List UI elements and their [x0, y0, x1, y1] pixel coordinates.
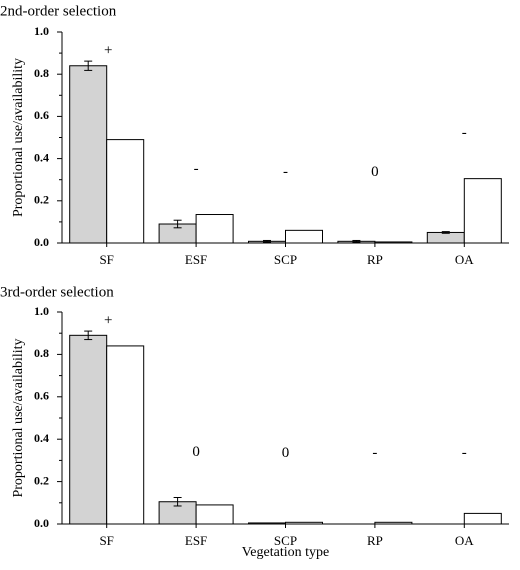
panel2-xtick-label: OA [455, 533, 474, 548]
panel1-ytick-label: 0.4 [34, 150, 49, 164]
panel1-significance-esf: - [194, 161, 199, 177]
panel2-significance-scp: 0 [282, 445, 290, 461]
panel2-ytick-label: 0.6 [34, 389, 49, 403]
panel2-significance-sf: + [104, 313, 112, 329]
panel2-xtick-label: SCP [274, 533, 297, 548]
panel1-xtick-label: OA [455, 252, 474, 267]
panel2-significance-esf: 0 [192, 444, 200, 460]
panel1-bar-availability-sf [106, 139, 145, 244]
panel2-ytick-label: 0.2 [34, 473, 49, 487]
panel1-significance-rp: 0 [371, 164, 379, 180]
panel1-bar-availability-scp [285, 229, 323, 244]
panel2-bar-availability-scp [285, 521, 323, 525]
panel2-ytick-label: 0.4 [34, 431, 49, 445]
panel1-xtick-label: RP [367, 252, 383, 267]
panel1-ytick-label: 0.6 [34, 108, 49, 122]
panel2-ytick-label: 0.8 [34, 346, 49, 360]
panel1-ytick-label: 0.2 [34, 193, 49, 207]
panel1-bar-use-oa [426, 231, 465, 244]
panel2-significance-oa: - [462, 445, 467, 461]
panel1-bar-use-sf [69, 65, 108, 244]
panel1-xtick-label: ESF [185, 252, 207, 267]
panel2-xtick-label: RP [367, 533, 383, 548]
panel2-bar-use-scp [248, 522, 286, 525]
panel2-bar-availability-sf [106, 345, 145, 525]
panel1-significance-oa: - [462, 125, 467, 141]
panel1-ytick-label: 1.0 [34, 24, 49, 38]
panel1-title: 2nd-order selection [0, 3, 117, 19]
panel1-significance-scp: - [283, 164, 288, 180]
panel1-ytick-label: 0.0 [34, 235, 49, 249]
panel1-xtick-label: SCP [274, 252, 297, 267]
panel2-ylabel: Proportional use/availability [11, 338, 26, 497]
panel1-bar-availability-rp [374, 241, 413, 244]
panel2-ytick-label: 0.0 [34, 516, 49, 530]
panel2-ytick-label: 1.0 [34, 304, 49, 318]
panel1-bar-availability-esf [195, 214, 234, 244]
panel2-significance-rp: - [372, 445, 377, 461]
panel1-xtick-label: SF [99, 252, 113, 267]
panel2-bar-availability-esf [195, 504, 234, 525]
panel2-xtick-label: SF [99, 533, 113, 548]
panel1-bar-availability-oa [463, 178, 502, 244]
panel1-ytick-label: 0.8 [34, 66, 49, 80]
panel2-bar-availability-oa [463, 512, 502, 525]
panel2-bar-availability-rp [374, 521, 413, 525]
panel2-bar-use-sf [69, 334, 108, 525]
panel1-significance-sf: + [104, 43, 112, 59]
panel1-ylabel: Proportional use/availability [11, 58, 26, 217]
panel2-xtick-label: ESF [185, 533, 207, 548]
x-axis-label: Vegetation type [242, 545, 329, 560]
panel2-title: 3rd-order selection [0, 284, 114, 300]
